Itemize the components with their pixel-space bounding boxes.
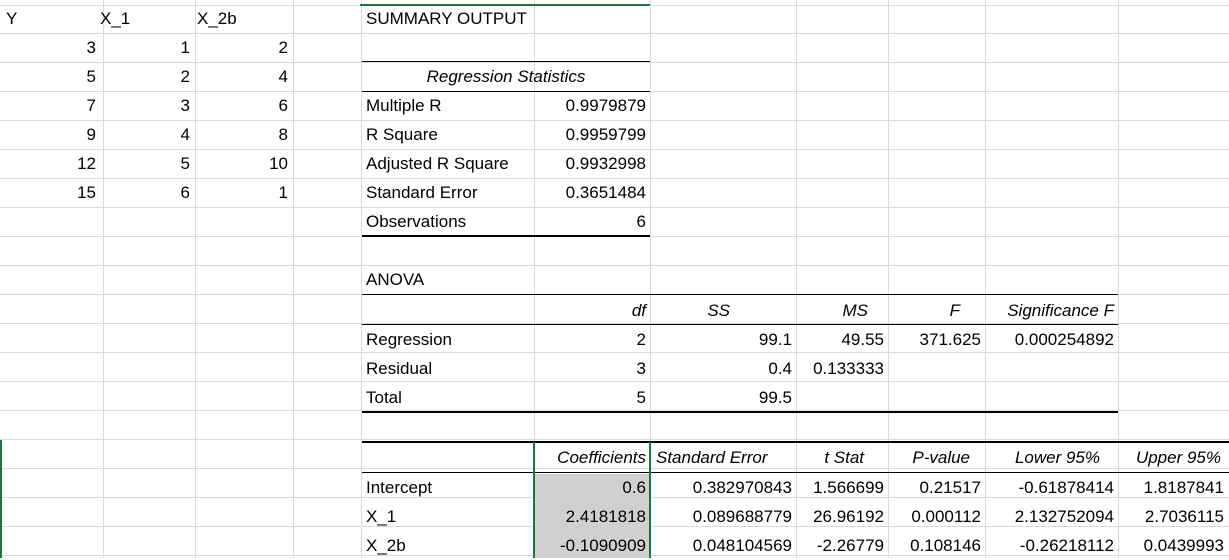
coef-header-upper-95[interactable]: Upper 95% (1135, 448, 1221, 467)
stat-label[interactable]: Observations (366, 212, 467, 231)
data-cell-y[interactable]: 7 (86, 96, 96, 115)
table-border-top (362, 61, 650, 62)
stat-label[interactable]: Standard Error (366, 183, 478, 202)
data-cell-x1[interactable]: 1 (180, 38, 190, 57)
data-cell-x2b[interactable]: 4 (278, 67, 288, 86)
anova-cell-ss[interactable]: 0.4 (768, 359, 792, 378)
anova-header-ss[interactable]: SS (707, 301, 730, 320)
coef-row-label[interactable]: Intercept (366, 478, 433, 497)
anova-header-significance-f[interactable]: Significance F (1007, 301, 1114, 320)
selected-range-fill (535, 474, 649, 558)
stat-label[interactable]: Multiple R (366, 96, 442, 115)
coef-cell-upper-95[interactable]: 0.0439993 (1143, 536, 1224, 555)
stat-value[interactable]: 0.3651484 (565, 183, 646, 202)
coef-cell-lower-95[interactable]: -0.26218112 (1019, 536, 1114, 555)
stat-label[interactable]: R Square (366, 125, 438, 144)
anova-title[interactable]: ANOVA (366, 270, 425, 289)
regression-statistics-header[interactable]: Regression Statistics (426, 67, 586, 86)
table-border-top (362, 441, 1229, 443)
data-cell-y[interactable]: 15 (77, 183, 96, 202)
data-cell-x2b[interactable]: 6 (278, 96, 288, 115)
selected-range-border-left (533, 442, 535, 558)
coef-cell-coefficient[interactable]: 0.6 (622, 478, 646, 497)
selected-range-border-right (649, 442, 651, 558)
anova-cell-ss[interactable]: 99.5 (758, 388, 792, 407)
column-header-x1[interactable]: X_1 (100, 9, 131, 28)
coef-cell-standard-error[interactable]: 0.382970843 (692, 478, 792, 497)
stat-value[interactable]: 0.9959799 (565, 125, 646, 144)
data-cell-y[interactable]: 5 (86, 67, 96, 86)
anova-header-ms[interactable]: MS (842, 301, 869, 320)
anova-cell-significance-f[interactable]: 0.000254892 (1014, 330, 1114, 349)
data-cell-x1[interactable]: 5 (180, 154, 190, 173)
table-border-bottom (362, 411, 1118, 413)
table-border-bottom (362, 235, 650, 237)
data-cell-x1[interactable]: 3 (180, 96, 190, 115)
coef-row-label[interactable]: X_1 (366, 507, 397, 526)
anova-row-label[interactable]: Total (366, 388, 402, 407)
data-cell-x2b[interactable]: 1 (278, 183, 288, 202)
coef-cell-lower-95[interactable]: -0.61878414 (1018, 478, 1114, 497)
stat-value[interactable]: 0.9932998 (565, 154, 646, 173)
data-cell-y[interactable]: 12 (77, 154, 96, 173)
column-header-x2b[interactable]: X_2b (197, 9, 237, 28)
anova-cell-df[interactable]: 5 (636, 388, 646, 407)
table-border-header (362, 472, 1229, 473)
anova-cell-ms[interactable]: 0.133333 (813, 359, 884, 378)
coef-header-t-stat[interactable]: t Stat (824, 448, 864, 467)
anova-cell-df[interactable]: 3 (636, 359, 646, 378)
coef-header-lower-95[interactable]: Lower 95% (1014, 448, 1100, 467)
data-cell-x1[interactable]: 2 (180, 67, 190, 86)
anova-row-label[interactable]: Regression (366, 330, 452, 349)
table-border-header (362, 324, 1118, 325)
anova-cell-f[interactable]: 371.625 (919, 330, 981, 349)
coef-cell-lower-95[interactable]: 2.132752094 (1014, 507, 1114, 526)
data-cell-x1[interactable]: 6 (180, 183, 190, 202)
coef-cell-p-value[interactable]: 0.21517 (919, 478, 981, 497)
coef-cell-p-value[interactable]: 0.108146 (910, 536, 981, 555)
coef-cell-t-stat[interactable]: 1.566699 (813, 478, 884, 497)
column-header-y[interactable]: Y (6, 9, 18, 28)
anova-cell-df[interactable]: 2 (636, 330, 646, 349)
summary-title[interactable]: SUMMARY OUTPUT (366, 9, 527, 28)
data-cell-x2b[interactable]: 2 (278, 38, 288, 57)
coef-cell-standard-error[interactable]: 0.089688779 (692, 507, 792, 526)
column-selection-indicator (360, 4, 650, 6)
data-cell-y[interactable]: 9 (86, 125, 96, 144)
coef-cell-t-stat[interactable]: 26.96192 (813, 507, 884, 526)
coef-cell-upper-95[interactable]: 1.8187841 (1143, 478, 1224, 497)
data-cell-x2b[interactable]: 10 (269, 154, 288, 173)
anova-cell-ss[interactable]: 99.1 (758, 330, 792, 349)
coef-cell-upper-95[interactable]: 2.7036115 (1144, 507, 1224, 526)
anova-header-df[interactable]: df (631, 301, 646, 320)
data-cell-y[interactable]: 3 (86, 38, 96, 57)
coef-cell-p-value[interactable]: 0.000112 (911, 507, 981, 526)
stat-value[interactable]: 0.9979879 (565, 96, 646, 115)
stat-value[interactable]: 6 (636, 212, 646, 231)
coef-cell-coefficient[interactable]: 2.4181818 (565, 507, 646, 526)
anova-header-f[interactable]: F (949, 301, 960, 320)
coef-header-p-value[interactable]: P-value (912, 448, 970, 467)
data-cell-x1[interactable]: 4 (180, 125, 190, 144)
anova-row-label[interactable]: Residual (366, 359, 433, 378)
coef-row-label[interactable]: X_2b (366, 536, 406, 555)
coef-cell-standard-error[interactable]: 0.048104569 (692, 536, 792, 555)
table-border-top (362, 294, 1118, 295)
table-border-header (362, 91, 650, 92)
data-cell-x2b[interactable]: 8 (278, 125, 288, 144)
stat-label[interactable]: Adjusted R Square (366, 154, 509, 173)
row-selection-indicator (0, 440, 2, 558)
anova-cell-ms[interactable]: 49.55 (841, 330, 884, 349)
coef-header-standard-error[interactable]: Standard Error (656, 448, 768, 467)
coef-header-coefficients[interactable]: Coefficients (557, 448, 646, 467)
coef-cell-coefficient[interactable]: -0.1090909 (559, 536, 646, 555)
coef-cell-t-stat[interactable]: -2.26779 (816, 536, 884, 555)
